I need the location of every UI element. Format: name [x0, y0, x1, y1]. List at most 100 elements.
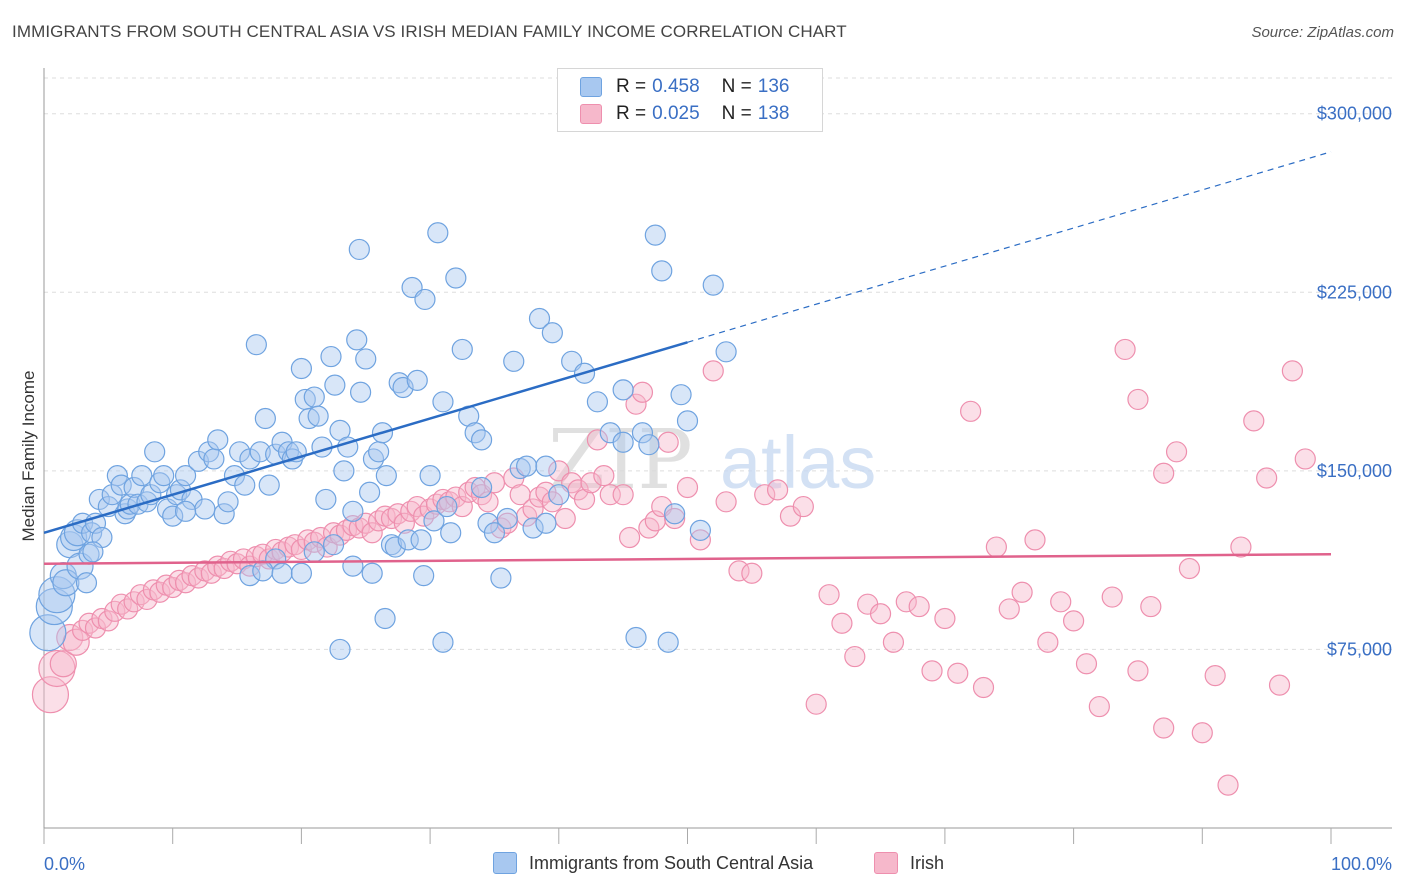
r-label: R = [616, 75, 647, 97]
blue-point-116 [631, 422, 654, 444]
blue-point-102 [503, 350, 525, 372]
blue-point-87 [419, 465, 441, 487]
blue-point-141 [413, 565, 435, 587]
series-immigrants-south-central-asia [29, 222, 737, 661]
pink-point-64 [451, 495, 473, 518]
pink-point-55 [393, 512, 415, 534]
blue-point-143 [342, 555, 364, 577]
blue-point-122 [670, 384, 692, 406]
blue-point-73 [359, 481, 381, 503]
blue-point-142 [322, 534, 345, 556]
pink-point-104 [766, 479, 789, 501]
blue-point-32 [162, 505, 184, 527]
pink-point-124 [1024, 529, 1046, 551]
pink-point-145 [1294, 448, 1316, 470]
blue-point-82 [397, 529, 419, 551]
blue-point-109 [548, 484, 570, 506]
pink-point-127 [1062, 610, 1085, 632]
blue-point-144 [290, 562, 312, 584]
blue-point-81 [392, 376, 414, 399]
r-value: 0.025 [652, 102, 700, 124]
blue-point-129 [239, 565, 261, 587]
trend-line-1 [43, 552, 1332, 565]
blue-point-77 [375, 465, 397, 487]
blue-point-137 [470, 429, 493, 451]
pink-point-125 [1037, 631, 1059, 653]
blue-point-131 [329, 638, 351, 661]
pink-point-114 [895, 591, 917, 613]
correlation-legend: R = 0.458 N = 136 R = 0.025 N = 138 [557, 68, 823, 132]
pink-point-126 [1050, 591, 1072, 613]
blue-point-101 [496, 507, 518, 530]
blue-point-65 [324, 374, 346, 396]
blue-point-99 [483, 522, 506, 544]
r-label: R = [616, 102, 647, 124]
blue-point-69 [342, 500, 364, 522]
blue-point-25 [131, 465, 153, 487]
trend-lines [43, 151, 1332, 565]
series-irish [31, 338, 1316, 796]
legend-swatch-blue [580, 76, 602, 97]
source-label: Source: ZipAtlas.com [1251, 24, 1394, 41]
pink-point-128 [1075, 653, 1098, 675]
pink-point-87 [599, 484, 621, 506]
legend-item-immigrants[interactable]: Immigrants from South Central Asia [493, 852, 813, 874]
legend-label-irish: Irish [910, 852, 945, 873]
y-tick-label-2: $225,000 [1317, 282, 1392, 302]
pink-point-137 [1191, 722, 1213, 744]
pink-point-139 [1217, 774, 1239, 796]
axes [43, 68, 1392, 844]
blue-point-97 [470, 476, 493, 499]
pink-point-50 [361, 522, 383, 544]
blue-point-135 [535, 455, 557, 477]
y-tick-labels: $75,000 $150,000 $225,000 $300,000 [1317, 104, 1392, 660]
blue-point-47 [239, 448, 261, 470]
pink-point-115 [908, 595, 930, 618]
pink-point-117 [934, 607, 956, 630]
blue-point-75 [368, 441, 390, 463]
pink-point-2 [49, 650, 77, 678]
y-tick-label-3: $300,000 [1317, 104, 1392, 124]
blue-point-92 [440, 522, 462, 544]
y-tick-label-0: $75,000 [1327, 639, 1392, 659]
trend-line-0 [43, 341, 688, 534]
pink-point-80 [554, 507, 576, 530]
blue-point-0 [29, 614, 67, 652]
pink-point-100 [715, 491, 737, 513]
pink-point-140 [1230, 536, 1252, 558]
blue-point-79 [384, 536, 406, 558]
legend-swatch-immigrants [493, 852, 517, 874]
trend-line-extension-0 [687, 151, 1332, 343]
blue-point-136 [612, 379, 634, 401]
pink-point-107 [805, 693, 827, 715]
pink-point-102 [741, 562, 763, 584]
pink-point-106 [792, 495, 814, 518]
y-tick-label-1: $150,000 [1317, 461, 1392, 481]
pink-point-112 [869, 603, 892, 625]
pink-point-133 [1140, 595, 1162, 618]
blue-point-84 [406, 369, 428, 391]
blue-point-88 [423, 510, 445, 532]
blue-point-86 [414, 288, 436, 311]
blue-point-134 [432, 631, 454, 653]
blue-point-46 [234, 474, 256, 496]
x-tick-max: 100.0% [1331, 854, 1392, 874]
blue-point-114 [612, 431, 634, 453]
blue-point-70 [346, 329, 368, 351]
pink-point-136 [1178, 557, 1201, 580]
blue-point-90 [432, 391, 454, 413]
blue-point-61 [307, 405, 329, 427]
n-value: 136 [757, 75, 790, 97]
pink-point-88 [612, 484, 634, 506]
blue-point-64 [320, 345, 342, 368]
blue-point-41 [207, 429, 229, 451]
blue-point-42 [213, 503, 235, 525]
pink-point-122 [998, 598, 1020, 620]
blue-point-124 [689, 519, 711, 541]
pink-point-142 [1256, 467, 1278, 489]
blue-point-127 [303, 541, 325, 563]
blue-point-108 [541, 322, 563, 344]
legend-item-irish[interactable]: Irish [874, 852, 944, 874]
blue-point-78 [380, 534, 403, 556]
